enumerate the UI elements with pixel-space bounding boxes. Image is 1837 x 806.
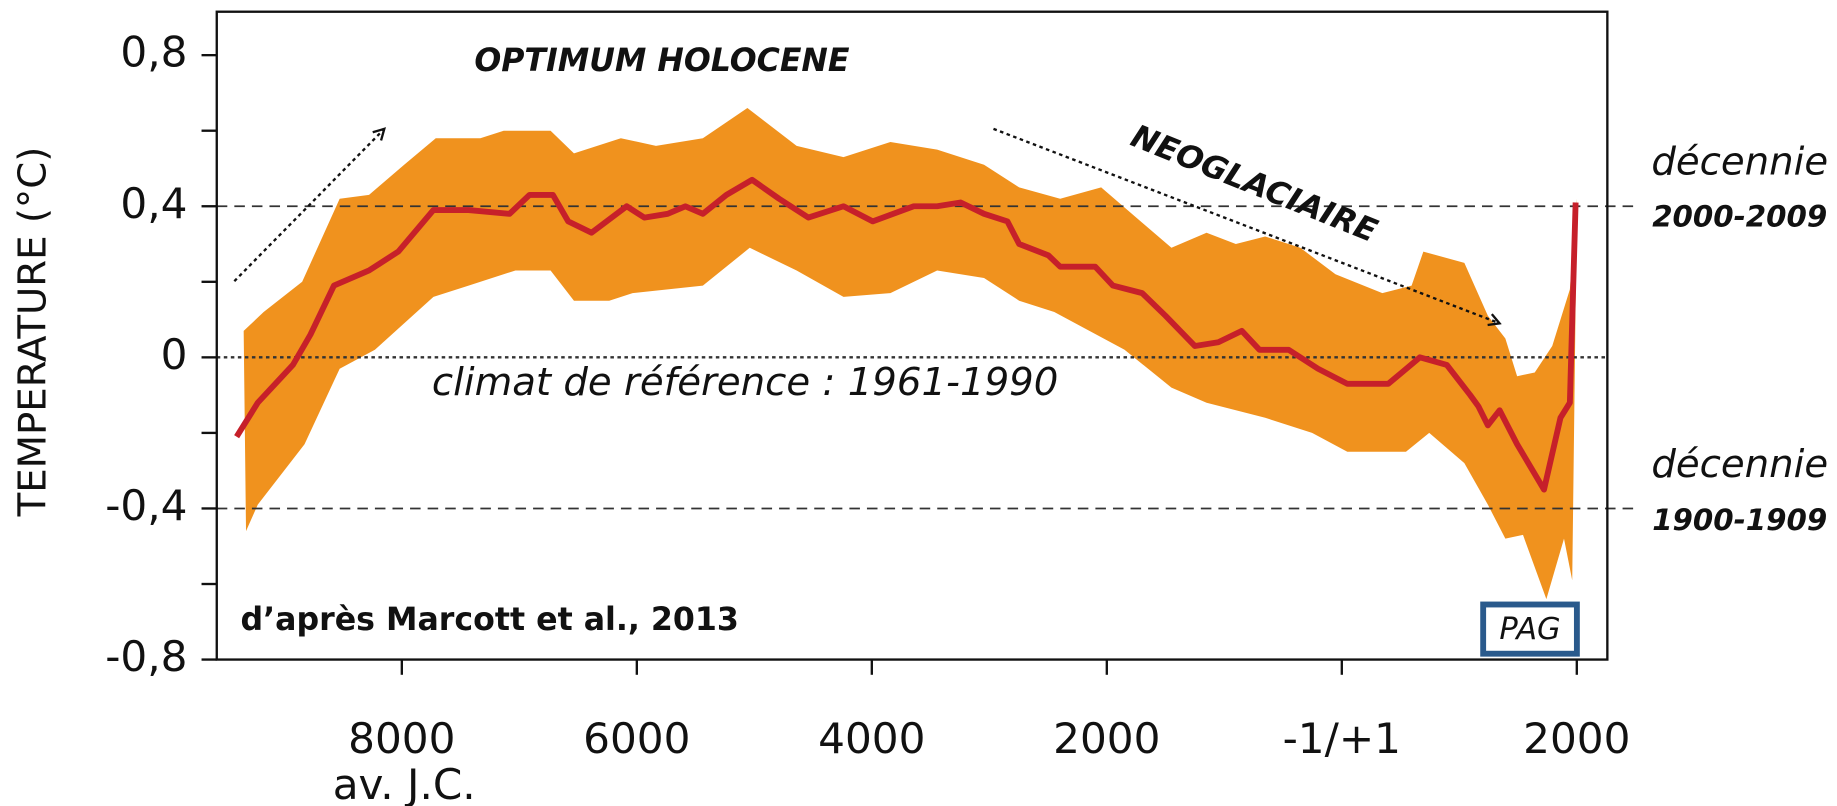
y-tick-label: 0 — [161, 330, 188, 379]
y-tick-label: -0,8 — [105, 632, 187, 681]
annotation: PAG — [1499, 612, 1560, 647]
uncertainty-band — [243, 108, 1577, 600]
x-tick-label: 6000 — [583, 714, 690, 763]
annotation: 2000-2009 — [1652, 199, 1827, 233]
y-axis-label: TEMPERATURE (°C) — [11, 147, 56, 518]
source-note: d’après Marcott et al., 2013 — [241, 602, 739, 638]
x-tick-label: 8000 — [348, 714, 455, 763]
x-unit-note: av. J.C. — [333, 760, 476, 806]
x-tick-label: 2000 — [1523, 714, 1630, 763]
annotation: NEOGLACIAIRE — [1126, 118, 1383, 250]
x-tick-label: -1/+1 — [1283, 714, 1401, 763]
y-tick-label: 0,4 — [120, 179, 187, 228]
annotation: OPTIMUM HOLOCENE — [474, 43, 850, 79]
x-tick-label: 4000 — [818, 714, 925, 763]
x-tick-label: 2000 — [1053, 714, 1160, 763]
annotation: décennie — [1651, 140, 1828, 185]
pag-box — [1480, 601, 1580, 657]
y-tick-label: 0,8 — [120, 28, 187, 77]
arrow — [993, 127, 1499, 323]
annotation: climat de référence : 1961-1990 — [432, 360, 1058, 405]
mean-line — [234, 176, 1579, 493]
y-tick-label: -0,4 — [105, 481, 187, 530]
annotation: 1900-1909 — [1652, 503, 1827, 537]
annotation: décennie — [1651, 442, 1828, 487]
plot-frame — [215, 10, 1609, 661]
arrow — [233, 129, 384, 282]
